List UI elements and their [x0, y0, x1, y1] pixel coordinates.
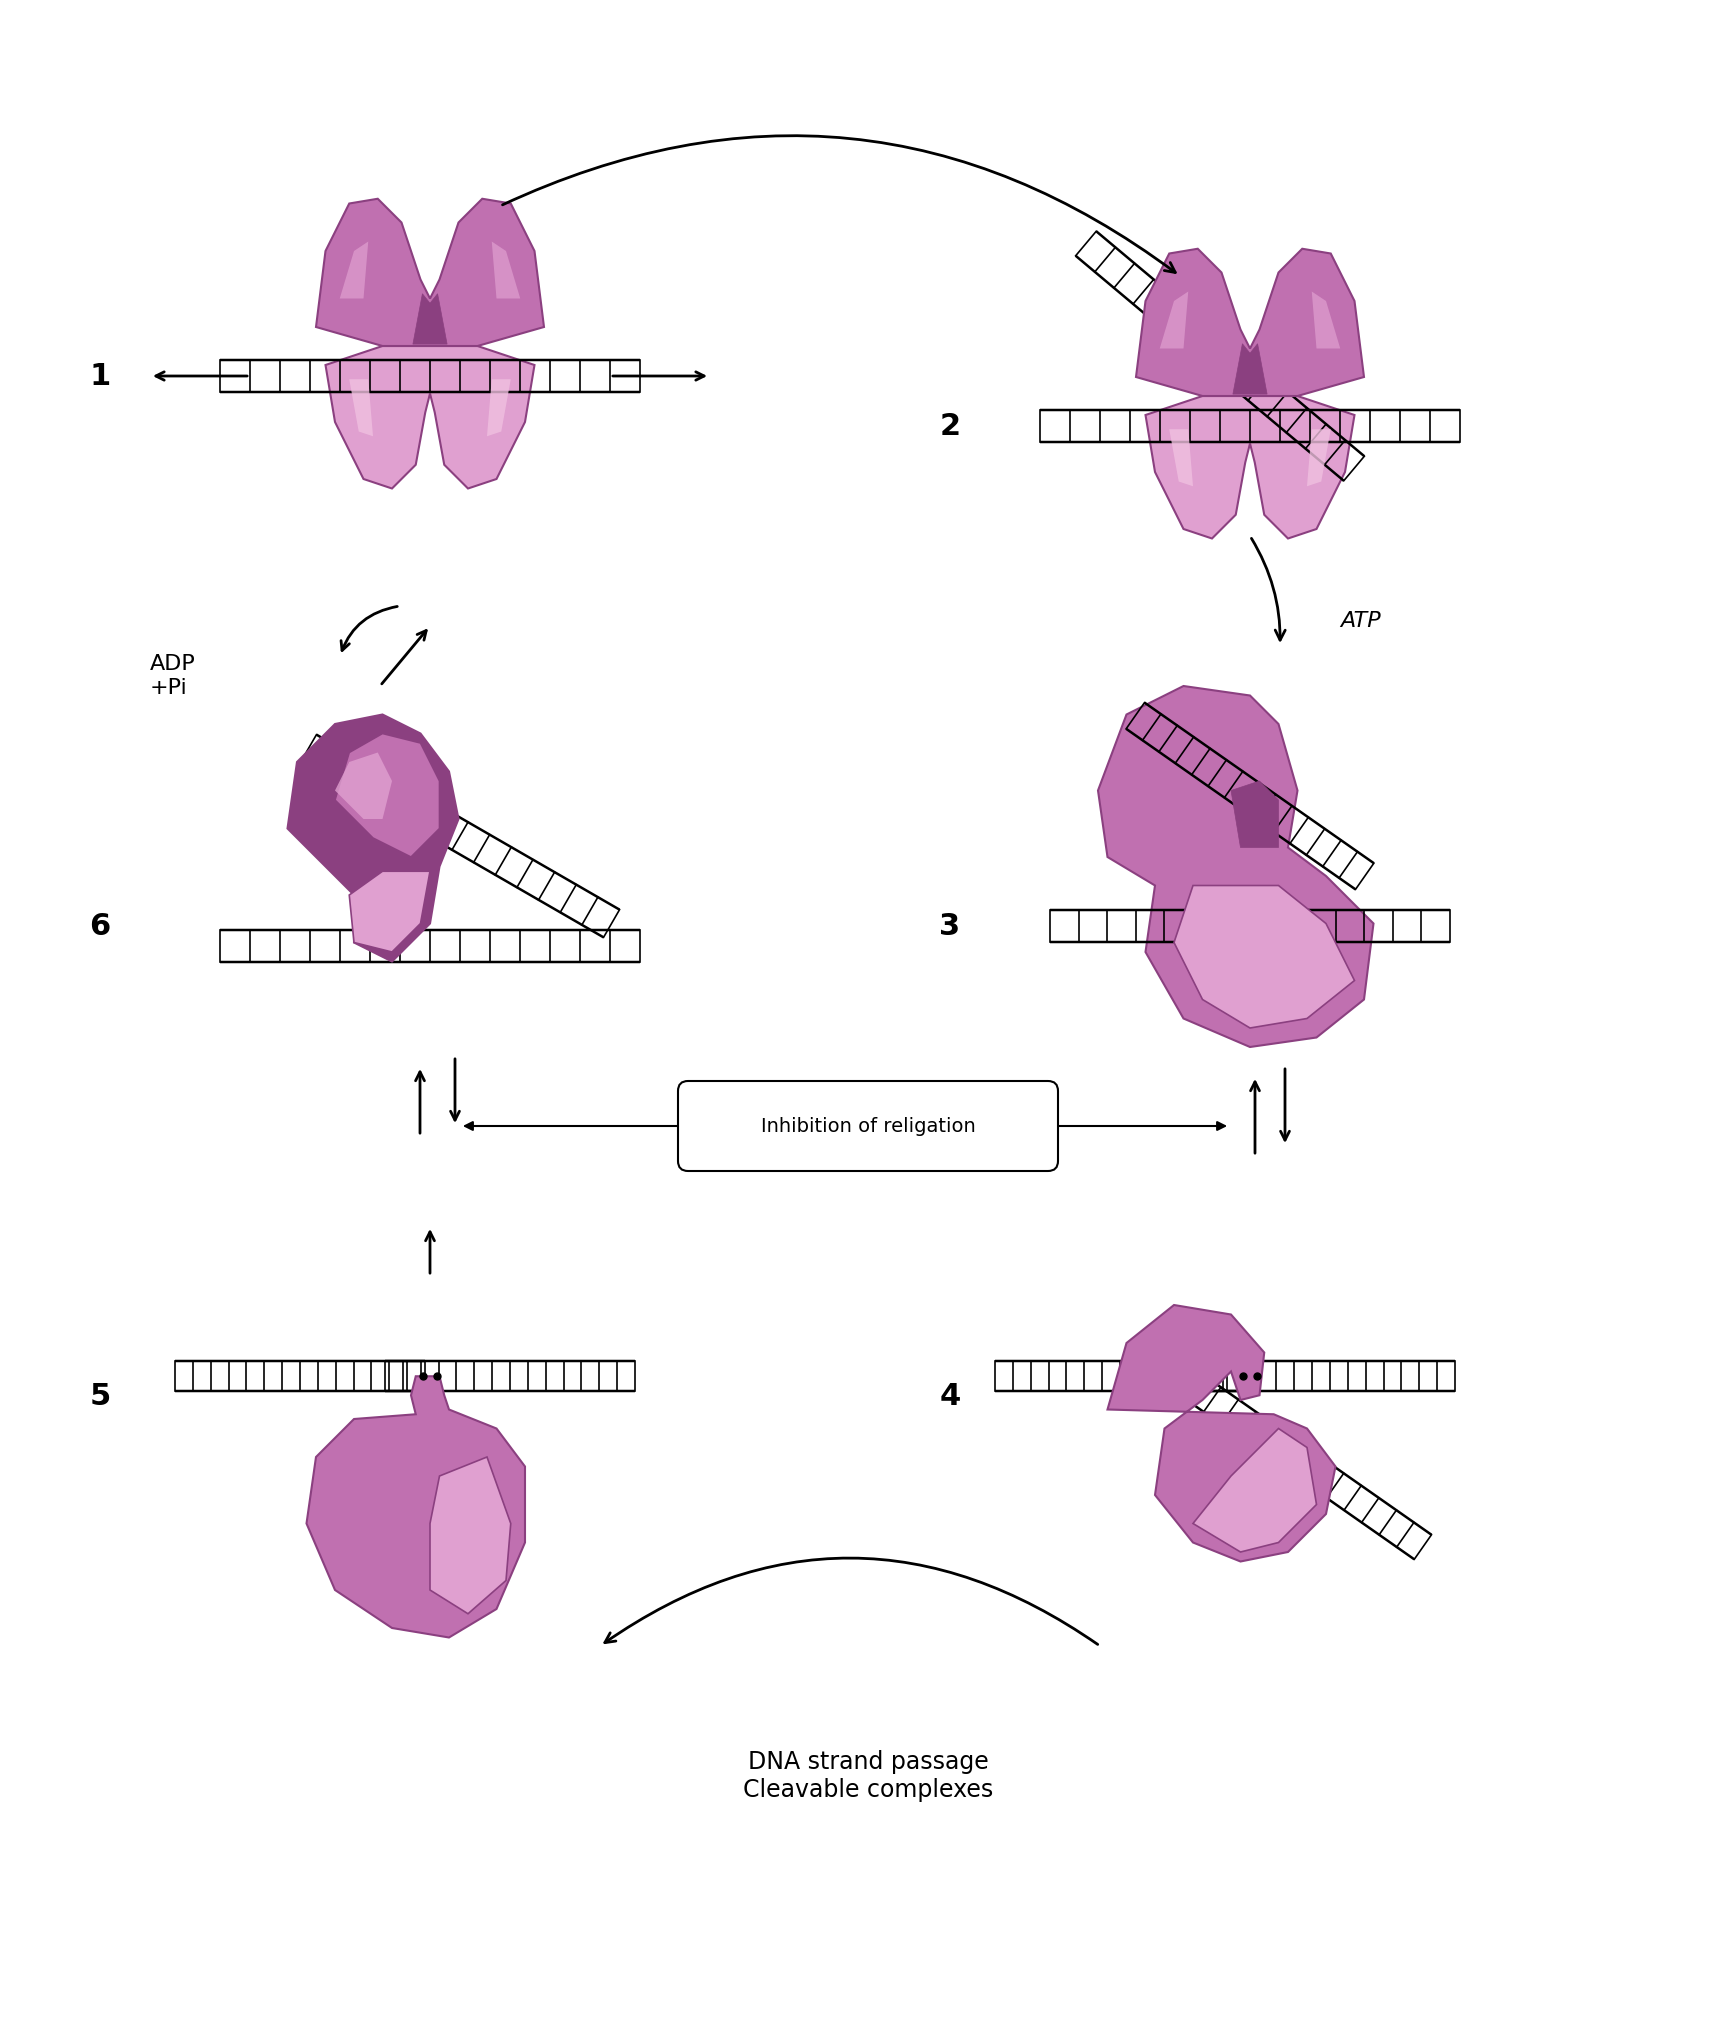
Polygon shape	[1160, 292, 1187, 348]
Text: 4: 4	[939, 1382, 960, 1410]
Polygon shape	[1312, 292, 1340, 348]
Polygon shape	[1135, 249, 1364, 395]
Polygon shape	[326, 346, 535, 488]
Text: 3: 3	[939, 912, 960, 940]
Text: ATP: ATP	[1340, 612, 1380, 630]
Polygon shape	[431, 1457, 510, 1615]
Polygon shape	[1170, 430, 1193, 486]
Polygon shape	[335, 733, 439, 857]
Polygon shape	[413, 294, 448, 344]
Polygon shape	[1193, 1428, 1316, 1552]
Text: 6: 6	[89, 912, 111, 940]
Polygon shape	[307, 1376, 524, 1637]
Text: Inhibition of religation: Inhibition of religation	[760, 1116, 976, 1135]
Polygon shape	[488, 379, 510, 436]
Polygon shape	[491, 241, 521, 298]
Text: 5: 5	[89, 1382, 111, 1410]
Polygon shape	[1174, 885, 1354, 1027]
Polygon shape	[1108, 1305, 1335, 1562]
Polygon shape	[340, 241, 368, 298]
Polygon shape	[1231, 780, 1278, 847]
Text: 1: 1	[89, 361, 111, 391]
Polygon shape	[1146, 395, 1354, 539]
Polygon shape	[335, 752, 392, 819]
Polygon shape	[1097, 687, 1373, 1047]
Text: DNA strand passage
Cleavable complexes: DNA strand passage Cleavable complexes	[743, 1750, 993, 1801]
Polygon shape	[316, 199, 543, 346]
Polygon shape	[1307, 430, 1332, 486]
FancyBboxPatch shape	[679, 1082, 1057, 1171]
Polygon shape	[349, 379, 373, 436]
Polygon shape	[1233, 344, 1267, 395]
Text: ADP
+Pi: ADP +Pi	[149, 654, 196, 697]
Text: 2: 2	[939, 411, 960, 440]
Polygon shape	[288, 715, 458, 962]
Polygon shape	[349, 871, 431, 952]
